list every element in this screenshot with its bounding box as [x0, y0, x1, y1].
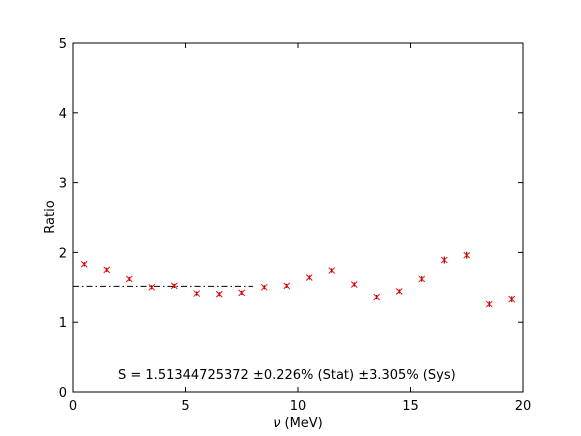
y-tick-label: 2: [59, 246, 67, 261]
data-point: [485, 300, 493, 308]
y-tick-label: 5: [59, 37, 67, 52]
fit-annotation: S = 1.51344725372 ±0.226% (Stat) ±3.305%…: [118, 368, 456, 383]
data-point: [125, 275, 133, 283]
x-axis-label-unit: (MeV): [285, 416, 323, 431]
x-marker-stroke: [328, 267, 336, 274]
y-tick-label: 3: [59, 177, 67, 192]
x-marker-stroke: [80, 260, 88, 268]
x-tick-label: 5: [181, 399, 189, 414]
data-point: [463, 251, 471, 259]
data-point: [283, 282, 291, 290]
x-marker-stroke: [395, 288, 403, 295]
x-marker-stroke: [440, 256, 448, 264]
x-marker-stroke: [305, 274, 313, 281]
data-point: [328, 267, 336, 274]
x-marker-stroke: [193, 290, 201, 297]
data-point: [440, 256, 448, 264]
x-marker-stroke: [148, 283, 156, 291]
data-point: [418, 275, 426, 283]
x-tick-label: 15: [402, 399, 419, 414]
axis-ticks-group: [72, 42, 524, 393]
y-tick-label: 0: [59, 386, 67, 401]
x-axis-label-symbol: ν: [273, 416, 280, 431]
tick-labels-group: 0 5 10 15 20 0 1 2 3 4 5: [59, 37, 532, 414]
y-tick-label: 1: [59, 316, 67, 331]
data-point: [193, 290, 201, 297]
data-point: [215, 290, 223, 298]
x-marker-stroke: [463, 251, 471, 259]
x-marker-stroke: [103, 266, 111, 274]
data-point: [103, 266, 111, 274]
data-point: [148, 283, 156, 291]
x-marker-stroke: [170, 282, 178, 290]
x-tick-label: 20: [515, 399, 532, 414]
data-point: [508, 295, 516, 303]
data-point: [373, 293, 381, 301]
x-marker-stroke: [125, 275, 133, 283]
x-tick-label: 10: [290, 399, 307, 414]
data-points-group: [80, 251, 516, 308]
data-point: [395, 288, 403, 295]
x-axis-label: ν (MeV): [273, 416, 323, 431]
x-marker-stroke: [215, 290, 223, 298]
x-marker-stroke: [418, 275, 426, 283]
data-point: [80, 260, 88, 268]
data-point: [260, 283, 268, 291]
data-point: [238, 289, 246, 297]
x-marker-stroke: [485, 300, 493, 308]
x-marker-stroke: [283, 282, 291, 290]
data-point: [305, 274, 313, 281]
x-marker-stroke: [238, 289, 246, 297]
x-tick-label: 0: [69, 399, 77, 414]
y-tick-label: 4: [59, 107, 67, 122]
x-marker-stroke: [373, 293, 381, 301]
data-point: [350, 281, 358, 288]
x-marker-stroke: [508, 295, 516, 303]
x-marker-stroke: [260, 283, 268, 291]
y-axis-label: Ratio: [43, 200, 58, 233]
data-point: [170, 282, 178, 290]
x-marker-stroke: [350, 281, 358, 288]
